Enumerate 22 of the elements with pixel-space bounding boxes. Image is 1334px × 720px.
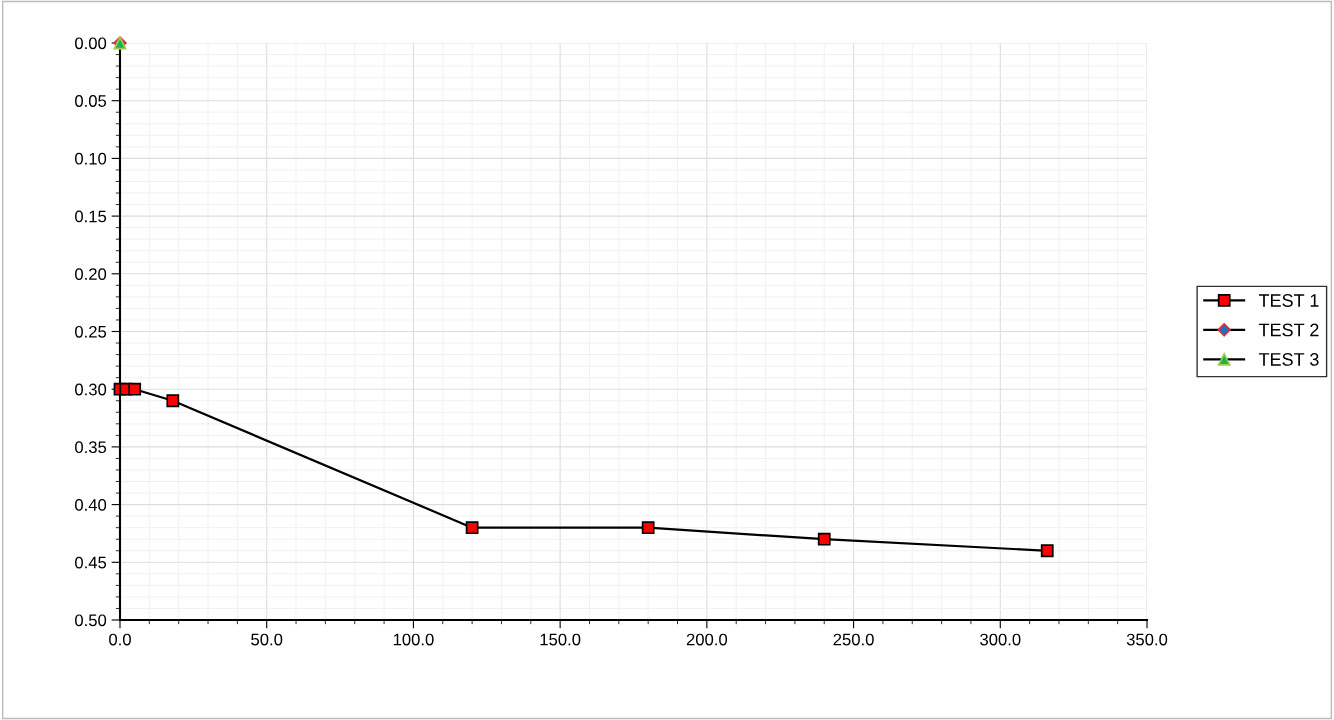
x-tick-label: 150.0 [540,633,581,646]
x-tick-label: 0.0 [109,633,131,646]
x-tick-label: 250.0 [833,633,874,646]
y-tick-label: 0.20 [75,268,107,280]
x-tick-label: 50.0 [251,633,283,646]
y-tick-label: 0.35 [75,441,107,454]
y-tick-label: 0.30 [75,383,107,396]
y-tick-label: 0.10 [75,152,107,165]
y-tick-label: 0.05 [75,95,107,107]
y-tick-label: 0.40 [75,499,107,511]
y-tick-label: 0.25 [75,325,107,338]
y-tick-label: 0.15 [75,210,107,223]
x-tick-label: 300.0 [980,633,1021,646]
y-tick-label: 0.00 [75,37,107,50]
y-tick-label: 0.45 [75,556,107,569]
x-tick-label: 200.0 [686,633,728,646]
x-tick-label: 100.0 [393,633,434,646]
legend-label: TEST 2 [1258,323,1319,337]
x-tick-label: 350.0 [1126,633,1168,646]
y-tick-label: 0.50 [75,614,107,627]
legend-label: TEST 3 [1258,353,1319,366]
legend-label: TEST 1 [1258,294,1319,307]
